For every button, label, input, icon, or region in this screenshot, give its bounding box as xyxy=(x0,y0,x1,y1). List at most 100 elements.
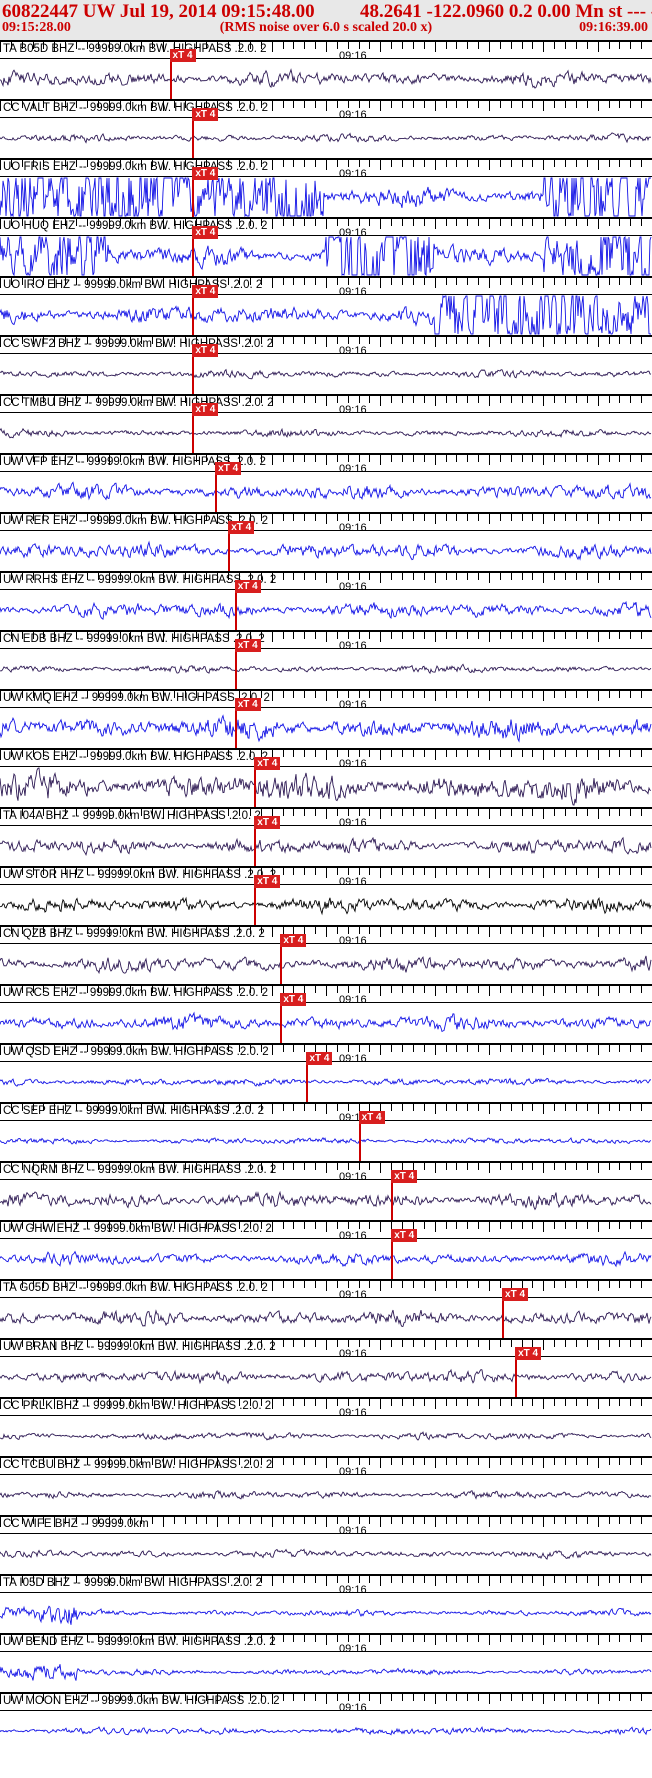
tick-mark xyxy=(0,1399,1,1409)
tick-mark xyxy=(413,160,414,167)
tick-mark xyxy=(380,278,381,288)
tick-mark xyxy=(522,1104,523,1111)
tick-mark xyxy=(511,986,512,993)
tick-mark xyxy=(315,514,316,521)
tick-mark xyxy=(380,632,381,642)
tick-mark xyxy=(532,573,533,580)
pick-badge-17: xT 4 xyxy=(306,1052,332,1065)
tick-mark xyxy=(500,160,501,167)
pick-badge-1: xT 4 xyxy=(192,108,218,121)
trace-waveform-20 xyxy=(0,1239,652,1279)
tick-mark xyxy=(511,573,512,580)
tick-mark xyxy=(576,632,577,639)
tick-mark xyxy=(380,1281,381,1291)
tick-mark xyxy=(630,868,631,875)
tick-mark xyxy=(293,1281,294,1288)
tick-mark xyxy=(522,809,523,816)
tick-mark xyxy=(565,573,566,580)
tick-mark xyxy=(283,1163,284,1170)
tick-mark xyxy=(598,337,599,347)
trace-waveform-28 xyxy=(0,1711,652,1751)
tick-mark xyxy=(543,1517,544,1527)
tick-mark xyxy=(576,1222,577,1229)
tick-mark xyxy=(380,514,381,524)
tick-mark xyxy=(435,1222,436,1232)
tick-mark xyxy=(467,101,468,108)
tick-mark xyxy=(609,1635,610,1642)
tick-mark xyxy=(522,1517,523,1524)
tick-mark xyxy=(500,1340,501,1347)
pick-badge-3: xT 4 xyxy=(192,226,218,239)
tick-mark xyxy=(272,1576,273,1586)
tick-mark xyxy=(565,160,566,167)
trace-waveform-26 xyxy=(0,1593,652,1633)
tick-mark xyxy=(435,1399,436,1409)
tick-mark xyxy=(337,1281,338,1288)
tick-mark xyxy=(446,691,447,698)
tick-mark xyxy=(641,1222,642,1229)
tick-mark xyxy=(435,455,436,465)
tick-mark xyxy=(435,809,436,819)
tick-mark xyxy=(500,219,501,226)
tick-mark xyxy=(380,750,381,760)
tick-mark xyxy=(522,1222,523,1229)
station-label-0: TA B05D BHZ -- 99999.0km BW. HIGHPASS .2… xyxy=(3,43,267,55)
tick-mark xyxy=(619,1340,620,1347)
tick-mark xyxy=(532,101,533,108)
tick-mark xyxy=(641,160,642,167)
tick-mark xyxy=(326,573,327,583)
tick-mark xyxy=(413,101,414,108)
tick-mark xyxy=(609,927,610,934)
tick-mark xyxy=(446,1163,447,1170)
tick-mark xyxy=(369,927,370,934)
tick-mark xyxy=(326,1399,327,1409)
station-label-26: TA I05D BHZ -- 99999.0km BW. HIGHPASS .2… xyxy=(3,1577,262,1589)
tick-mark xyxy=(272,1281,273,1291)
tick-mark xyxy=(369,986,370,993)
station-label-15: CN QZB BHZ -- 99999.0km BW. HIGHPASS .2.… xyxy=(3,928,265,940)
tick-mark xyxy=(369,278,370,285)
tick-mark xyxy=(348,1458,349,1465)
tick-mark xyxy=(630,1163,631,1170)
tick-mark xyxy=(315,632,316,639)
tick-mark xyxy=(359,750,360,757)
tick-mark xyxy=(293,868,294,875)
tick-mark xyxy=(500,1576,501,1583)
pick-badge-6: xT 4 xyxy=(192,403,218,416)
tick-mark xyxy=(630,219,631,226)
tick-mark xyxy=(467,1458,468,1465)
tick-mark xyxy=(532,1399,533,1406)
tick-mark xyxy=(511,1458,512,1465)
tick-mark xyxy=(478,1104,479,1111)
station-label-3: UO HUQ EHZ -- 99999.0km BW. HIGHPASS .2.… xyxy=(3,220,267,232)
tick-mark xyxy=(609,1045,610,1052)
tick-mark xyxy=(543,160,544,170)
tick-mark xyxy=(315,1104,316,1111)
pick-badge-14: xT 4 xyxy=(254,875,280,888)
tick-mark xyxy=(391,278,392,285)
trace-waveform-19 xyxy=(0,1180,652,1220)
tick-mark xyxy=(467,1517,468,1524)
tick-mark xyxy=(283,1517,284,1524)
tick-mark xyxy=(543,455,544,465)
tick-mark xyxy=(326,1163,327,1173)
tick-mark xyxy=(619,1104,620,1111)
station-row-6: CC TMBU BHZ -- 99999.0km BW. HIGHPASS .2… xyxy=(0,394,652,453)
tick-mark xyxy=(456,1399,457,1406)
tick-mark xyxy=(315,750,316,757)
tick-mark xyxy=(337,1045,338,1052)
station-row-12: UW KOS EHZ -- 99999.0km BW. HIGHPASS .2.… xyxy=(0,748,652,807)
tick-mark xyxy=(391,986,392,993)
tick-mark xyxy=(369,455,370,462)
tick-mark xyxy=(478,337,479,344)
tick-mark xyxy=(619,1694,620,1701)
tick-mark xyxy=(456,1517,457,1524)
tick-mark xyxy=(576,809,577,816)
tick-mark xyxy=(598,1104,599,1114)
tick-mark xyxy=(467,160,468,167)
pick-line-17 xyxy=(306,1062,308,1102)
tick-mark xyxy=(0,455,1,465)
tick-mark xyxy=(402,1045,403,1052)
tick-mark xyxy=(315,1045,316,1052)
tick-mark xyxy=(587,632,588,639)
